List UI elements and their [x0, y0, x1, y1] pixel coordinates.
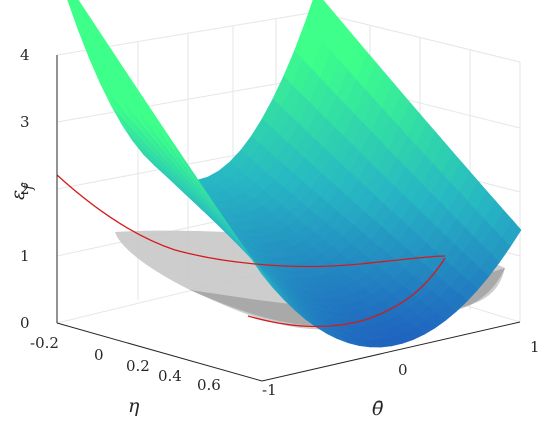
y-tick-1: 0	[398, 361, 408, 379]
z-tick-2: 2	[20, 180, 30, 198]
colored-surface	[67, 0, 522, 348]
z-tick-0: 0	[20, 314, 30, 332]
z-ticks: 0 1 2 3 4	[20, 46, 30, 332]
x-tick-2: 0.2	[126, 357, 150, 375]
x-tick-1: 0	[94, 346, 104, 364]
axes	[56, 55, 521, 382]
curve-eta-minus0.2	[56, 174, 446, 268]
x-tick-4: 0.6	[197, 376, 221, 394]
curve-eta-0.6	[247, 257, 446, 328]
x-axis-label: η	[128, 395, 140, 417]
y-tick-0: -1	[262, 381, 277, 399]
x-ticks: -0.2 0 0.2 0.4 0.6	[30, 334, 221, 394]
x-tick-0: -0.2	[30, 334, 59, 352]
x-tick-3: 0.4	[158, 367, 182, 385]
surface-patch	[253, 261, 274, 288]
y-ticks: -1 0 1	[262, 338, 540, 399]
red-curves	[56, 174, 446, 328]
z-tick-1: 1	[20, 247, 30, 265]
z-tick-4: 4	[20, 46, 30, 64]
z-tick-3: 3	[20, 113, 30, 131]
y-tick-2: 1	[530, 338, 540, 356]
y-axis-label: θ̄	[372, 398, 384, 420]
